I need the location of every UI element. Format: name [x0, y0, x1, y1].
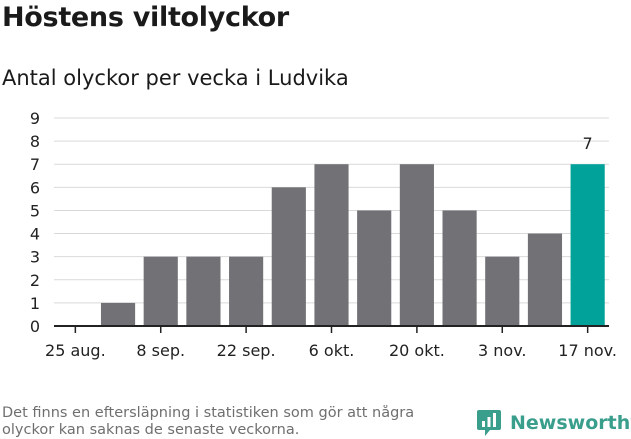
- bar: [271, 187, 306, 326]
- y-tick-label: 3: [30, 248, 40, 267]
- bar: [399, 164, 434, 326]
- y-tick-label: 0: [30, 317, 40, 336]
- y-tick-label: 5: [30, 201, 40, 220]
- bar-chart-speech-bubble-icon: [477, 410, 501, 436]
- y-tick-label: 1: [30, 294, 40, 313]
- bar: [314, 164, 349, 326]
- x-tick-label: 17 nov.: [558, 341, 617, 360]
- bar: [442, 210, 477, 326]
- x-tick-label: 25 aug.: [45, 341, 106, 360]
- brand-logo[interactable]: Newsworthy: [476, 408, 631, 438]
- x-tick-label: 22 sep.: [217, 341, 276, 360]
- footnote: Det finns en eftersläpning i statistiken…: [2, 405, 415, 438]
- bar: [143, 256, 178, 326]
- bar-chart: 0 1 2 3 4 5 6 7 8 9 25 aug. 8 sep. 22 sep. 6 okt. 20 o…: [30, 109, 617, 360]
- x-tick-label: 20 okt.: [389, 341, 445, 360]
- chart-title: Höstens viltolyckor: [2, 2, 289, 33]
- data-label: 7: [583, 134, 593, 153]
- y-tick-label: 6: [30, 178, 40, 197]
- x-tick-label: 8 sep.: [136, 341, 185, 360]
- bar: [357, 210, 392, 326]
- y-tick-label: 7: [30, 155, 40, 174]
- x-tick-label: 3 nov.: [478, 341, 527, 360]
- x-tick-label: 6 okt.: [309, 341, 355, 360]
- bar: [527, 233, 563, 326]
- y-tick-label: 2: [30, 271, 40, 290]
- bar: [100, 302, 136, 326]
- brand-name: Newsworthy: [510, 412, 631, 434]
- y-tick-label: 4: [30, 225, 40, 244]
- y-tick-label: 9: [30, 109, 40, 128]
- bar: [485, 256, 520, 326]
- bar: [186, 256, 221, 326]
- bar-highlight: [570, 164, 605, 326]
- chart-subtitle: Antal olyckor per vecka i Ludvika: [2, 66, 349, 90]
- bar: [229, 256, 264, 326]
- y-tick-label: 8: [30, 132, 40, 151]
